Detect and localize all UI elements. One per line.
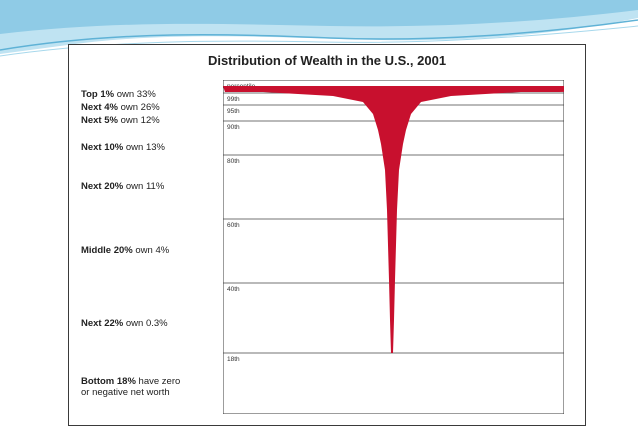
group-label-bottom-18: Bottom 18% have zero or negative net wor… <box>81 376 180 398</box>
group-label-rest: own 26% <box>120 102 160 113</box>
group-label-rest: own 4% <box>135 245 170 256</box>
group-label-next-20: Next 20% own 11% <box>81 181 164 192</box>
group-label-next-5: Next 5% own 12% <box>81 115 160 126</box>
group-label-lead: Bottom 18% <box>81 376 136 387</box>
group-label-middle-20: Middle 20% own 4% <box>81 245 169 256</box>
group-label-lead: Next 5% <box>81 115 118 126</box>
group-label-lead: Middle 20% <box>81 245 133 256</box>
y-tick-label: 95th <box>227 108 240 115</box>
group-label-lead: Next 22% <box>81 318 124 329</box>
group-label-top-1: Top 1% own 33% <box>81 89 156 100</box>
group-label-lead: Top 1% <box>81 89 115 100</box>
group-label-next-10: Next 10% own 13% <box>81 142 165 153</box>
y-tick-label: 80th <box>227 158 240 165</box>
y-tick-label: 99th <box>227 96 240 103</box>
chart-title: Distribution of Wealth in the U.S., 2001 <box>207 53 447 68</box>
group-label-rest-line2: or negative net worth <box>81 387 170 398</box>
group-label-rest: own 0.3% <box>125 318 168 329</box>
group-label-rest: own 33% <box>116 89 156 100</box>
wealth-shape <box>223 86 564 353</box>
group-label-rest: own 12% <box>120 115 160 126</box>
y-tick-label: 60th <box>227 222 240 229</box>
group-label-lead: Next 4% <box>81 102 118 113</box>
y-tick-label: 18th <box>227 356 240 363</box>
group-label-rest: own 13% <box>125 142 165 153</box>
group-label-rest: own 11% <box>125 181 165 192</box>
y-tick-label: 40th <box>227 286 240 293</box>
group-label-next-22: Next 22% own 0.3% <box>81 318 168 329</box>
group-label-lead: Next 10% <box>81 142 124 153</box>
group-label-next-4: Next 4% own 26% <box>81 102 160 113</box>
group-label-rest: have zero <box>138 376 181 387</box>
group-label-lead: Next 20% <box>81 181 124 192</box>
y-tick-label: 90th <box>227 124 240 131</box>
